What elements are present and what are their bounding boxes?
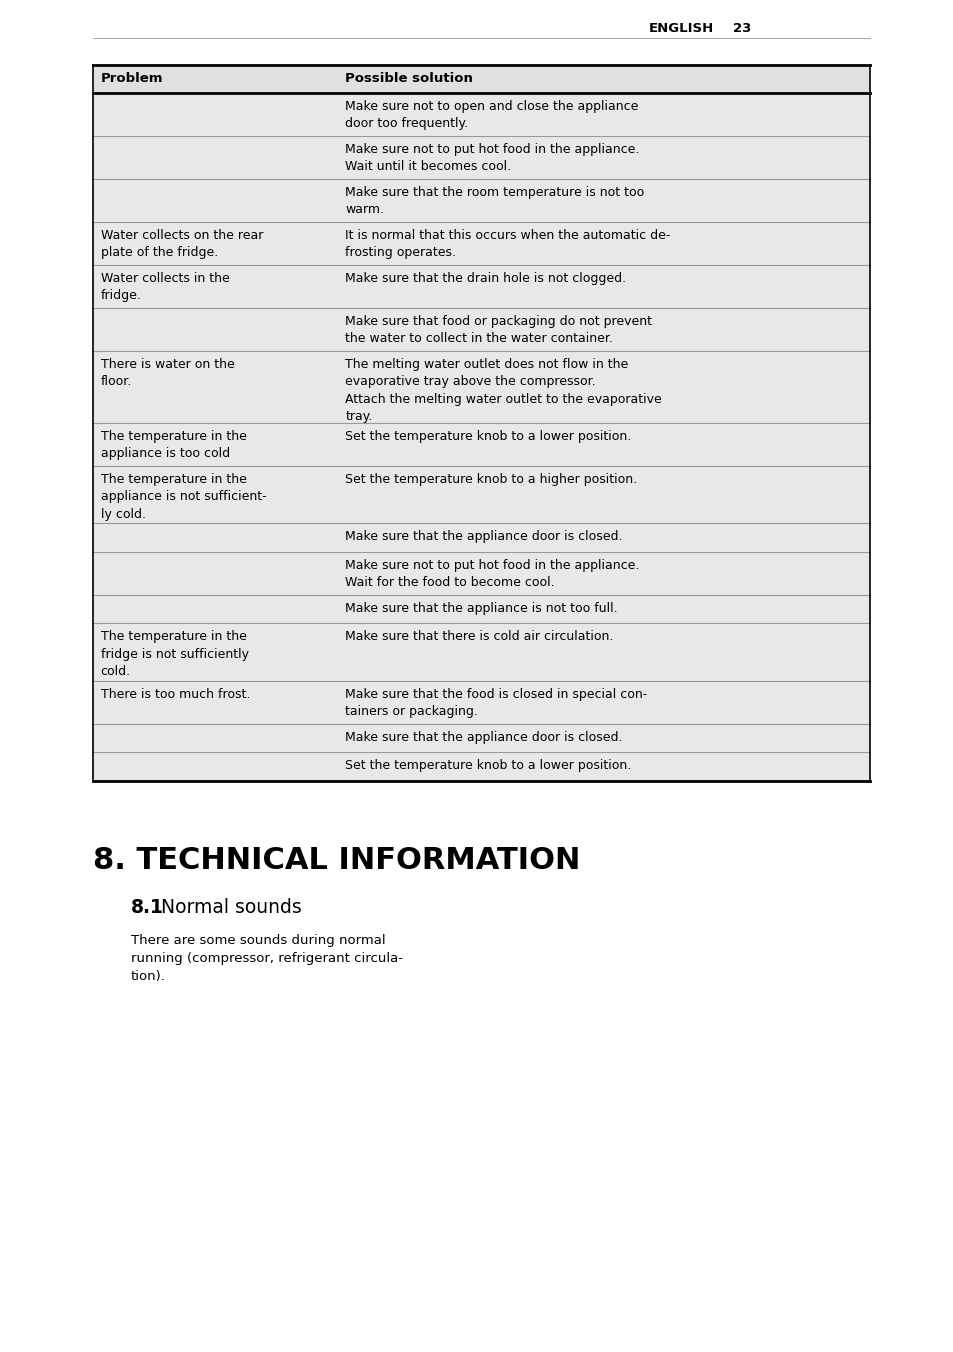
Text: Water collects on the rear
plate of the fridge.: Water collects on the rear plate of the … <box>100 228 263 260</box>
Text: Make sure not to put hot food in the appliance.
Wait until it becomes cool.: Make sure not to put hot food in the app… <box>345 143 639 173</box>
Bar <box>92 466 869 523</box>
Bar <box>92 222 869 265</box>
Bar <box>92 552 869 595</box>
Text: 8.1: 8.1 <box>131 898 163 917</box>
Text: ENGLISH: ENGLISH <box>648 22 713 35</box>
Bar <box>92 753 869 781</box>
Text: Normal sounds: Normal sounds <box>154 898 301 917</box>
Text: Make sure that the room temperature is not too
warm.: Make sure that the room temperature is n… <box>345 185 644 216</box>
Text: There are some sounds during normal
running (compressor, refrigerant circula-
ti: There are some sounds during normal runn… <box>131 934 402 983</box>
Text: Make sure that there is cold air circulation.: Make sure that there is cold air circula… <box>345 630 613 644</box>
Text: Water collects in the
fridge.: Water collects in the fridge. <box>100 272 229 303</box>
Bar <box>92 523 869 552</box>
Bar <box>92 423 869 466</box>
Bar <box>92 65 869 93</box>
Text: Set the temperature knob to a higher position.: Set the temperature knob to a higher pos… <box>345 473 637 485</box>
Bar <box>92 93 869 137</box>
Bar <box>92 623 869 681</box>
Text: There is water on the
floor.: There is water on the floor. <box>100 358 234 388</box>
Text: Set the temperature knob to a lower position.: Set the temperature knob to a lower posi… <box>345 430 631 443</box>
Bar <box>92 265 869 308</box>
Bar <box>92 723 869 753</box>
Text: The melting water outlet does not flow in the
evaporative tray above the compres: The melting water outlet does not flow i… <box>345 358 661 423</box>
Text: Make sure that the appliance door is closed.: Make sure that the appliance door is clo… <box>345 530 622 544</box>
Bar <box>92 137 869 178</box>
Text: Make sure that food or packaging do not prevent
the water to collect in the wate: Make sure that food or packaging do not … <box>345 315 652 345</box>
Text: 23: 23 <box>732 22 750 35</box>
Text: 8. TECHNICAL INFORMATION: 8. TECHNICAL INFORMATION <box>92 846 579 875</box>
Text: Set the temperature knob to a lower position.: Set the temperature knob to a lower posi… <box>345 760 631 772</box>
Text: The temperature in the
appliance is not sufficient-
ly cold.: The temperature in the appliance is not … <box>100 473 266 521</box>
Text: The temperature in the
appliance is too cold: The temperature in the appliance is too … <box>100 430 246 461</box>
Text: Possible solution: Possible solution <box>345 73 473 85</box>
Bar <box>92 595 869 623</box>
Bar <box>92 178 869 222</box>
Text: Make sure that the drain hole is not clogged.: Make sure that the drain hole is not clo… <box>345 272 626 285</box>
Text: Make sure that the appliance door is closed.: Make sure that the appliance door is clo… <box>345 731 622 744</box>
Text: Make sure that the appliance is not too full.: Make sure that the appliance is not too … <box>345 602 618 615</box>
Text: The temperature in the
fridge is not sufficiently
cold.: The temperature in the fridge is not suf… <box>100 630 249 679</box>
Text: There is too much frost.: There is too much frost. <box>100 688 250 700</box>
Bar <box>92 352 869 423</box>
Text: Make sure that the food is closed in special con-
tainers or packaging.: Make sure that the food is closed in spe… <box>345 688 647 718</box>
Text: Make sure not to put hot food in the appliance.
Wait for the food to become cool: Make sure not to put hot food in the app… <box>345 558 639 589</box>
Bar <box>92 308 869 352</box>
Bar <box>92 681 869 723</box>
Text: Problem: Problem <box>100 73 163 85</box>
Text: Make sure not to open and close the appliance
door too frequently.: Make sure not to open and close the appl… <box>345 100 639 130</box>
Text: It is normal that this occurs when the automatic de-
frosting operates.: It is normal that this occurs when the a… <box>345 228 670 260</box>
